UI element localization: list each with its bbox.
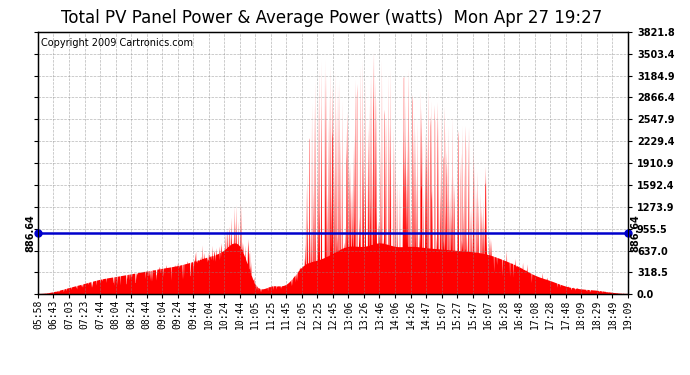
- Text: 886.64: 886.64: [631, 214, 641, 252]
- Text: Total PV Panel Power & Average Power (watts)  Mon Apr 27 19:27: Total PV Panel Power & Average Power (wa…: [61, 9, 602, 27]
- Text: 886.64: 886.64: [25, 214, 35, 252]
- Text: Copyright 2009 Cartronics.com: Copyright 2009 Cartronics.com: [41, 39, 193, 48]
